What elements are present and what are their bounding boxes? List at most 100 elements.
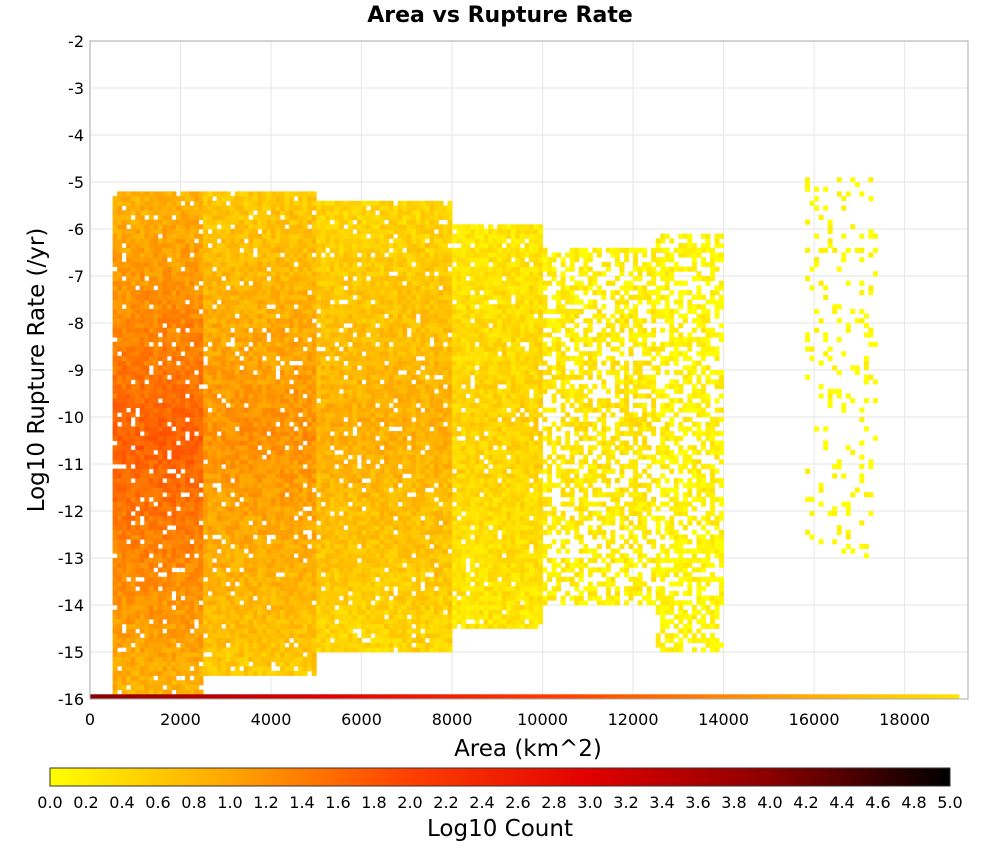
heatmap-cell	[166, 318, 172, 324]
heatmap-cell	[338, 229, 344, 235]
heatmap-cell	[139, 398, 145, 404]
heatmap-cell	[239, 562, 245, 568]
heatmap-cell	[248, 623, 254, 629]
heatmap-cell	[289, 468, 295, 474]
heatmap-cell	[329, 562, 335, 568]
heatmap-cell	[166, 670, 172, 676]
heatmap-cell	[157, 304, 163, 310]
heatmap-cell	[117, 581, 123, 587]
heatmap-cell	[130, 595, 136, 601]
heatmap-cell	[212, 229, 218, 235]
heatmap-cell	[248, 370, 254, 376]
heatmap-cell	[171, 210, 177, 216]
heatmap-cell	[139, 346, 145, 352]
heatmap-cell	[153, 370, 159, 376]
heatmap-cell	[221, 553, 227, 559]
heatmap-cell	[185, 388, 190, 394]
heatmap-cell	[243, 609, 249, 615]
heatmap-cell	[139, 205, 145, 211]
heatmap-cell	[280, 534, 286, 540]
heatmap-cell	[117, 374, 123, 380]
heatmap-cell	[212, 496, 218, 502]
heatmap-cell	[248, 276, 254, 282]
heatmap-cell	[302, 628, 308, 634]
heatmap-cell	[144, 261, 150, 267]
heatmap-cell	[284, 600, 290, 606]
heatmap-cell	[166, 196, 172, 202]
heatmap-cell	[194, 426, 200, 432]
heatmap-cell	[166, 539, 172, 545]
heatmap-cell	[230, 294, 236, 300]
heatmap-cell	[225, 637, 231, 643]
heatmap-cell	[180, 276, 186, 282]
heatmap-cell	[148, 656, 154, 662]
heatmap-cell	[157, 553, 163, 559]
heatmap-cell	[257, 590, 263, 596]
heatmap-cell	[239, 271, 245, 277]
heatmap-cell	[225, 435, 231, 441]
heatmap-cell	[307, 252, 313, 258]
heatmap-cell	[325, 341, 331, 347]
heatmap-cell	[171, 454, 177, 460]
heatmap-cell	[126, 257, 132, 263]
heatmap-cell	[234, 341, 240, 347]
heatmap-cell	[239, 346, 245, 352]
heatmap-cell	[194, 290, 200, 296]
heatmap-cell	[135, 417, 141, 423]
heatmap-cell	[221, 271, 227, 277]
heatmap-cell	[230, 238, 236, 244]
heatmap-cell	[338, 609, 344, 615]
heatmap-cell	[257, 318, 263, 324]
heatmap-cell	[280, 412, 286, 418]
heatmap-cell	[126, 313, 132, 319]
heatmap-cell	[298, 642, 304, 648]
heatmap-cell	[144, 619, 150, 625]
heatmap-cell	[175, 304, 181, 310]
heatmap-cell	[166, 689, 172, 695]
heatmap-cell	[293, 257, 299, 263]
heatmap-cell	[117, 393, 123, 399]
heatmap-cell	[302, 633, 308, 639]
heatmap-cell	[329, 210, 335, 216]
heatmap-cell	[139, 294, 145, 300]
heatmap-cell	[248, 543, 254, 549]
heatmap-cell	[266, 294, 272, 300]
heatmap-cell	[271, 600, 276, 606]
heatmap-cell	[316, 313, 322, 319]
heatmap-cell	[203, 656, 209, 662]
heatmap-cell	[212, 257, 218, 263]
heatmap-cell	[257, 567, 263, 573]
heatmap-cell	[316, 276, 322, 282]
heatmap-cell	[157, 417, 163, 423]
heatmap-cell	[225, 543, 231, 549]
heatmap-cell	[252, 473, 258, 479]
heatmap-cell	[121, 680, 127, 686]
heatmap-cell	[121, 374, 127, 380]
heatmap-cell	[135, 351, 141, 357]
heatmap-cell	[139, 304, 145, 310]
heatmap-cell	[130, 600, 136, 606]
heatmap-cell	[153, 642, 159, 648]
heatmap-cell	[144, 454, 150, 460]
heatmap-cell	[148, 623, 154, 629]
heatmap-cell	[298, 196, 304, 202]
heatmap-cell	[135, 548, 141, 554]
heatmap-cell	[207, 271, 213, 277]
heatmap-cell	[311, 633, 317, 639]
heatmap-cell	[126, 496, 132, 502]
heatmap-cell	[157, 257, 163, 263]
heatmap-cell	[334, 299, 340, 305]
heatmap-cell	[212, 670, 218, 676]
heatmap-cell	[135, 590, 141, 596]
heatmap-cell	[216, 355, 222, 361]
heatmap-cell	[329, 605, 335, 611]
heatmap-cell	[171, 534, 177, 540]
heatmap-cell	[139, 266, 145, 272]
heatmap-cell	[298, 459, 304, 465]
heatmap-cell	[307, 558, 313, 564]
heatmap-cell	[157, 431, 163, 437]
heatmap-cell	[221, 261, 227, 267]
heatmap-cell	[325, 313, 331, 319]
heatmap-cell	[148, 628, 154, 634]
heatmap-cell	[212, 553, 218, 559]
